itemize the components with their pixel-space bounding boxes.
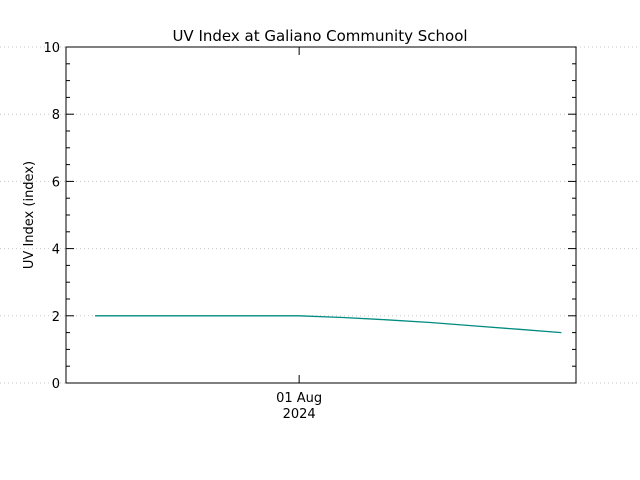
series-line-uv-index	[95, 315, 562, 334]
y-tick-label: 4	[52, 243, 60, 258]
gridlines	[0, 46, 640, 384]
y-axis-label: UV Index (index)	[22, 161, 37, 269]
y-tick-label: 10	[43, 41, 60, 56]
axis-ticks	[66, 46, 576, 384]
y-tick-label: 0	[52, 377, 60, 392]
plot-frame	[65, 46, 577, 384]
chart-title: UV Index at Galiano Community School	[172, 27, 467, 45]
series-layer	[95, 315, 562, 334]
x-tick-label: 01 Aug	[276, 391, 322, 406]
x-tick-label-year: 2024	[283, 407, 316, 422]
y-tick-label: 2	[52, 310, 60, 325]
y-tick-label: 6	[52, 175, 60, 190]
y-tick-label: 8	[52, 108, 60, 123]
